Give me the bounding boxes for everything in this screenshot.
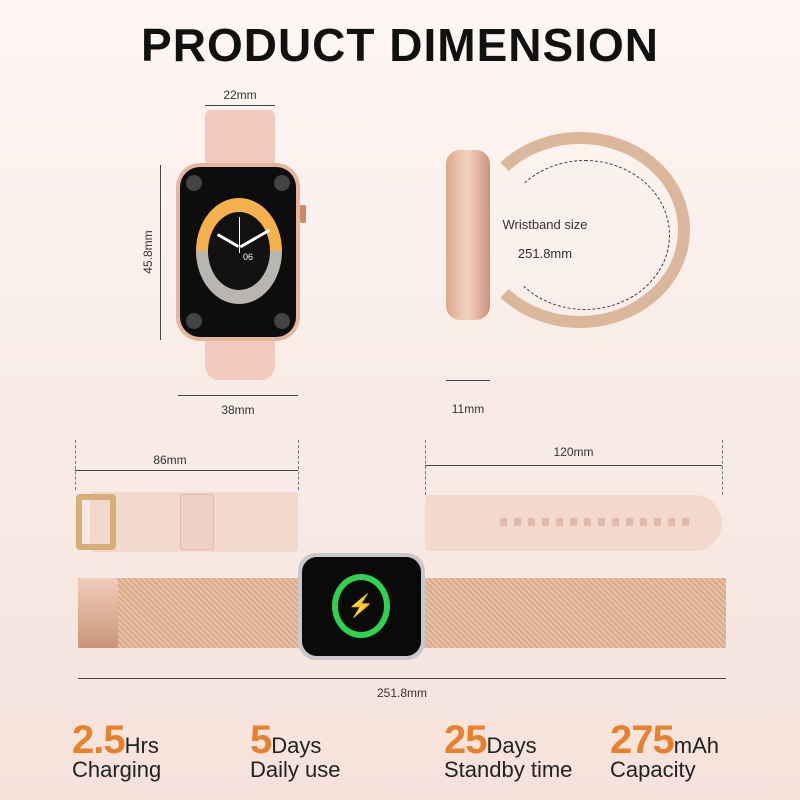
fire-icon bbox=[274, 175, 290, 191]
second-hand bbox=[239, 217, 240, 253]
stat-standby: 25Days Standby time bbox=[444, 718, 572, 783]
stat-label: Capacity bbox=[610, 757, 696, 782]
top-band bbox=[205, 110, 275, 170]
right-band-length: 120mm bbox=[553, 445, 594, 459]
circumference-line bbox=[500, 160, 670, 310]
side-case bbox=[446, 150, 490, 320]
stat-value: 5 bbox=[250, 718, 272, 762]
thickness-label: 11mm bbox=[451, 402, 485, 416]
height-line bbox=[160, 165, 161, 340]
charging-watch: ⚡ bbox=[298, 553, 425, 660]
charging-icon: ⚡ bbox=[332, 574, 390, 638]
stat-unit: Days bbox=[486, 733, 537, 758]
crown-button bbox=[300, 205, 306, 223]
buckle bbox=[76, 494, 116, 550]
guide-line bbox=[75, 440, 76, 490]
height-label: 45.8mm bbox=[141, 230, 155, 274]
magnetic-clasp bbox=[78, 578, 118, 648]
watch-screen: 06 bbox=[180, 167, 296, 337]
band-width-label: 22mm bbox=[223, 88, 257, 102]
stat-charging: 2.5Hrs Charging bbox=[72, 718, 161, 783]
page-title: PRODUCT DIMENSION bbox=[141, 19, 659, 71]
guide-line bbox=[298, 440, 299, 490]
stat-value: 2.5 bbox=[72, 718, 126, 762]
band-holes bbox=[500, 518, 690, 526]
guide-line bbox=[425, 440, 426, 495]
stat-unit: Hrs bbox=[124, 733, 159, 758]
bottom-band bbox=[205, 335, 275, 380]
location-icon bbox=[274, 313, 290, 329]
left-band-length: 86mm bbox=[153, 453, 187, 467]
stat-unit: mAh bbox=[673, 733, 719, 758]
stat-capacity: 275mAh Capacity bbox=[610, 718, 719, 783]
stat-value: 25 bbox=[444, 718, 487, 762]
band-width-line bbox=[205, 105, 275, 106]
stat-unit: Days bbox=[271, 733, 322, 758]
stat-daily-use: 5Days Daily use bbox=[250, 718, 340, 783]
heart-icon bbox=[186, 313, 202, 329]
stat-label: Daily use bbox=[250, 757, 341, 782]
stat-label: Charging bbox=[72, 757, 162, 782]
left-band-line bbox=[75, 470, 298, 471]
date-digit: 06 bbox=[243, 252, 254, 262]
wristband-value: 251.8mm bbox=[517, 246, 573, 261]
watch-case: 06 bbox=[176, 163, 300, 341]
right-band-line bbox=[425, 465, 722, 466]
total-length-label: 251.8mm bbox=[376, 686, 428, 700]
wristband-label: Wristband size bbox=[502, 217, 588, 232]
chat-icon bbox=[186, 175, 202, 191]
width-label: 38mm bbox=[221, 403, 255, 417]
guide-line bbox=[722, 440, 723, 495]
total-length-line bbox=[78, 678, 726, 679]
stat-label: Standby time bbox=[444, 757, 573, 782]
band-keeper bbox=[180, 494, 214, 550]
charging-screen: ⚡ bbox=[302, 557, 421, 656]
stat-value: 275 bbox=[610, 718, 675, 762]
thickness-line bbox=[446, 380, 490, 381]
width-line bbox=[178, 395, 298, 396]
